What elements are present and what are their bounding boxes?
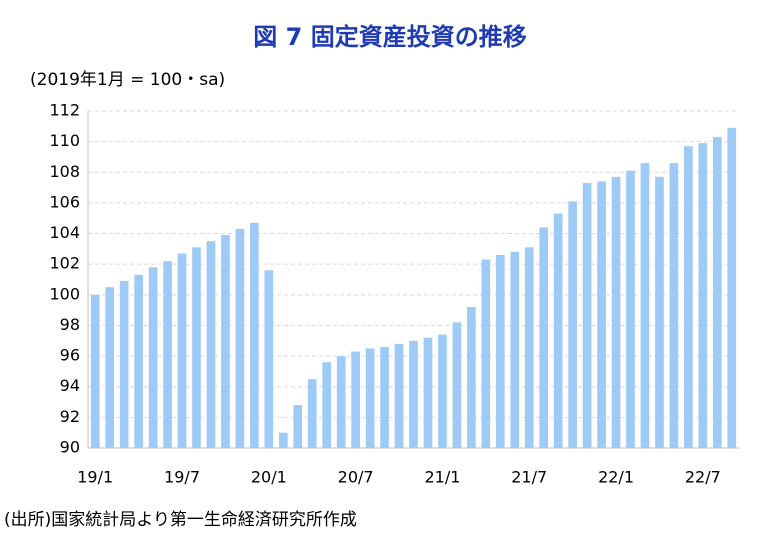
x-tick-label: 22/7	[685, 468, 721, 487]
bar	[698, 143, 708, 448]
y-tick-label: 104	[49, 223, 80, 242]
bar	[105, 287, 115, 448]
y-tick-label: 94	[60, 376, 80, 395]
x-tick-label: 20/7	[338, 468, 374, 487]
bar	[495, 254, 505, 448]
bar	[597, 181, 606, 449]
y-tick-label: 98	[60, 315, 80, 334]
bar	[278, 432, 288, 448]
bar	[134, 274, 143, 448]
y-tick-label: 96	[60, 346, 80, 365]
y-tick-label: 110	[49, 131, 80, 150]
bar	[322, 362, 332, 448]
bar	[365, 348, 375, 448]
bar	[221, 235, 230, 448]
y-tick-label: 112	[49, 101, 80, 120]
bar	[524, 247, 534, 448]
chart-title: 図 7 固定資産投資の推移	[253, 23, 526, 51]
bar	[684, 146, 693, 448]
bar	[235, 228, 245, 448]
x-tick-label: 21/7	[511, 468, 547, 487]
x-tick-label: 19/7	[164, 468, 200, 487]
x-tick-label: 22/1	[598, 468, 634, 487]
bar	[119, 281, 129, 448]
bar	[727, 127, 737, 448]
bar	[177, 253, 187, 448]
bar	[452, 322, 462, 448]
bar	[351, 351, 360, 448]
bar	[163, 261, 172, 448]
bar	[394, 343, 404, 448]
bar	[481, 259, 491, 448]
y-tick-label: 92	[60, 407, 80, 426]
bar	[640, 163, 650, 448]
bar	[380, 346, 389, 448]
bar	[293, 405, 303, 448]
bar	[264, 270, 274, 448]
bar	[192, 247, 201, 448]
x-tick-label: 21/1	[424, 468, 460, 487]
bar	[712, 137, 722, 449]
y-tick-label: 106	[49, 192, 80, 211]
bar	[510, 251, 520, 448]
bar	[409, 340, 418, 448]
bar	[250, 222, 259, 448]
y-tick-label: 108	[49, 162, 80, 181]
y-tick-label: 102	[49, 254, 80, 273]
bar	[626, 170, 635, 448]
bar	[669, 163, 679, 448]
y-tick-label: 90	[60, 438, 80, 457]
y-axis-label: (2019年1月 = 100・sa)	[30, 70, 225, 90]
bar	[539, 227, 549, 448]
bar	[467, 307, 476, 448]
bar	[423, 337, 433, 448]
bar	[336, 356, 346, 448]
bar	[568, 201, 577, 448]
bar	[655, 176, 664, 449]
x-tick-label: 19/1	[77, 468, 113, 487]
source-note: (出所)国家統計局より第一生命経済研究所作成	[4, 510, 357, 530]
bar	[611, 176, 621, 449]
bar	[438, 334, 447, 448]
bar	[582, 182, 592, 448]
bar	[553, 213, 563, 448]
bar	[148, 267, 158, 448]
bar	[90, 294, 100, 448]
x-tick-label: 20/1	[251, 468, 287, 487]
y-tick-label: 100	[49, 284, 80, 303]
bar	[307, 379, 317, 448]
bar	[206, 241, 216, 448]
